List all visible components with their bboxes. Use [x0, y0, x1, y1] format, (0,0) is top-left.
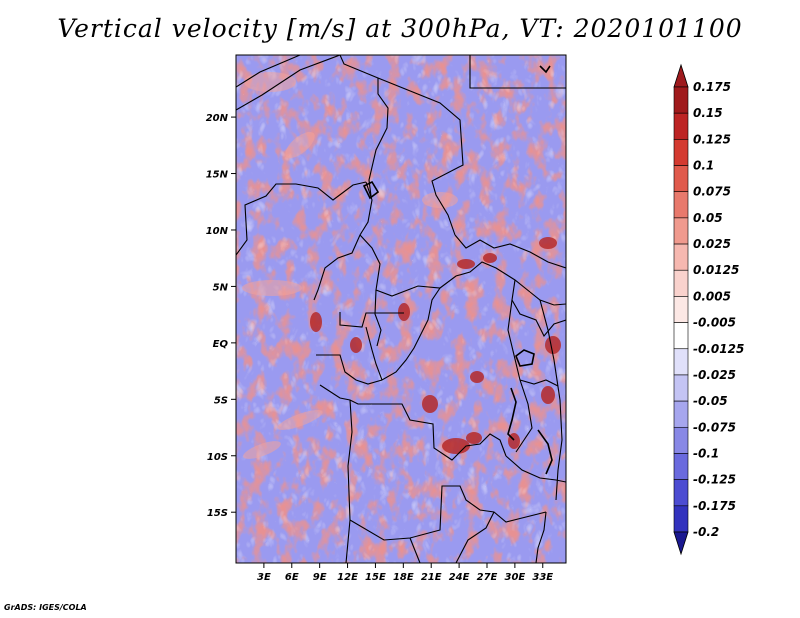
lon-tick-label: 12E: [337, 572, 358, 583]
colorbar-label: -0.005: [693, 316, 736, 330]
colorbar-swatch: [673, 86, 689, 114]
lat-tick-label: 15N: [206, 170, 229, 181]
colorbar-label: 0.15: [693, 106, 723, 120]
map-frame: [235, 54, 567, 564]
field-layer: [236, 55, 566, 563]
colorbar-swatch: [673, 112, 689, 140]
colorbar-label: -0.0125: [693, 342, 744, 356]
lake-outlines: [362, 65, 553, 475]
colorbar-label: -0.05: [693, 394, 728, 408]
colorbar-label: 0.05: [693, 211, 723, 225]
lon-tick-label: 24E: [449, 572, 470, 583]
chart-title: Vertical velocity [m/s] at 300hPa, VT: 2…: [57, 14, 743, 43]
colorbar-label: -0.075: [693, 420, 736, 434]
colorbar-swatch: [673, 139, 689, 166]
colorbar-label: 0.025: [693, 237, 731, 251]
lon-tick-label: 6E: [285, 572, 299, 583]
lon-tick-label: 33E: [532, 572, 553, 583]
country-borders: [236, 55, 566, 563]
lon-tick-label: 30E: [504, 572, 525, 583]
colorbar-swatch: [673, 165, 689, 193]
colorbar-label: -0.1: [693, 446, 719, 460]
lat-tick-label: 20N: [206, 113, 229, 124]
updraft-patches: [310, 237, 561, 454]
colorbar-swatch: [673, 348, 689, 376]
colorbar-label: 0.125: [693, 132, 731, 146]
colorbar-swatch: [673, 453, 689, 480]
colorbar-label: 0.175: [693, 80, 731, 94]
colorbar-label: -0.025: [693, 368, 736, 382]
light-updraft-bands: [242, 72, 458, 459]
colorbar-label: 0.1: [693, 159, 714, 173]
colorbar-swatch: [673, 191, 689, 219]
colorbar-label: -0.175: [693, 499, 736, 513]
software-credit: GrADS: IGES/COLA: [4, 603, 87, 612]
colorbar-swatch: [673, 269, 689, 297]
colorbar-label: 0.075: [693, 185, 731, 199]
colorbar-swatch: [673, 400, 689, 428]
colorbar-label: -0.125: [693, 473, 736, 487]
colorbar-swatch: [673, 322, 689, 350]
lat-tick-label: 5S: [214, 395, 228, 406]
colorbar-swatch: [673, 243, 689, 271]
lon-tick-label: 18E: [393, 572, 414, 583]
colorbar-top-arrow: [673, 63, 689, 88]
colorbar-label: 0.005: [693, 289, 731, 303]
lat-tick-label: 15S: [207, 508, 228, 519]
lon-tick-label: 27E: [477, 572, 498, 583]
colorbar: 0.175 0.15 0.125 0.1 0.075 0.05 0.025 0.0125 0.0…: [673, 63, 744, 556]
colorbar-swatch: [673, 374, 689, 402]
lon-tick-label: 3E: [257, 572, 271, 583]
colorbar-swatch: [673, 296, 689, 323]
lat-tick-label: 10N: [206, 226, 229, 237]
colorbar-swatch: [673, 426, 689, 454]
lat-tick-label: 5N: [213, 282, 229, 293]
colorbar-bottom-arrow: [673, 531, 689, 556]
colorbar-swatch: [673, 505, 689, 533]
lat-tick-label: 10S: [207, 452, 228, 463]
lon-tick-label: 9E: [313, 572, 327, 583]
colorbar-swatch: [673, 217, 689, 245]
colorbar-label: 0.0125: [693, 263, 739, 277]
lon-tick-label: 21E: [421, 572, 442, 583]
colorbar-swatch: [673, 479, 689, 507]
lat-tick-label: EQ: [213, 339, 229, 350]
lon-tick-label: 15E: [365, 572, 386, 583]
colorbar-label: -0.2: [693, 525, 719, 539]
lon-axis: 3E 6E 9E 12E 15E 18E 21E 24E 27E 30E 33E: [257, 563, 553, 583]
lat-axis: 20N 15N 10N 5N EQ 5S 10S 15S: [206, 113, 236, 519]
